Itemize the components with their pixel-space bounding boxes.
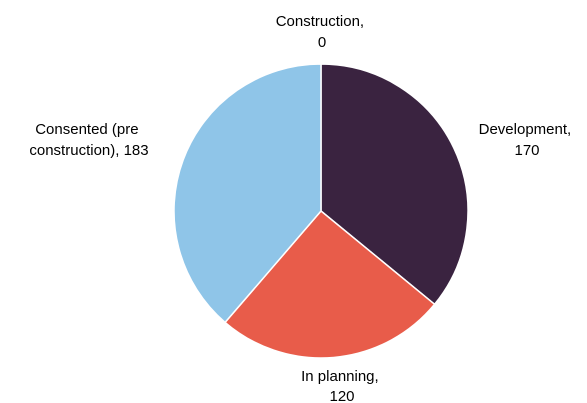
label-construction-line2: 0 <box>318 34 326 51</box>
label-in-planning-line1: In planning, <box>301 368 379 385</box>
label-in-planning-line2: 120 <box>329 388 354 403</box>
label-consented-line1: Consented (pre <box>35 121 138 138</box>
slice-development <box>320 63 469 306</box>
label-development-line2: 170 <box>514 142 539 159</box>
slice-consented-pre-construction <box>173 63 322 324</box>
slice-in-planning <box>224 210 436 359</box>
label-consented: Consented (pre construction), 183 <box>29 121 148 159</box>
label-development-line1: Development, <box>479 121 572 138</box>
label-consented-line2: construction), 183 <box>29 142 148 159</box>
label-construction: Construction, 0 <box>276 13 369 51</box>
pie-slices <box>173 63 469 359</box>
label-development: Development, 170 <box>479 121 576 159</box>
label-construction-line1: Construction, <box>276 13 364 30</box>
label-in-planning: In planning, 120 <box>301 368 383 403</box>
